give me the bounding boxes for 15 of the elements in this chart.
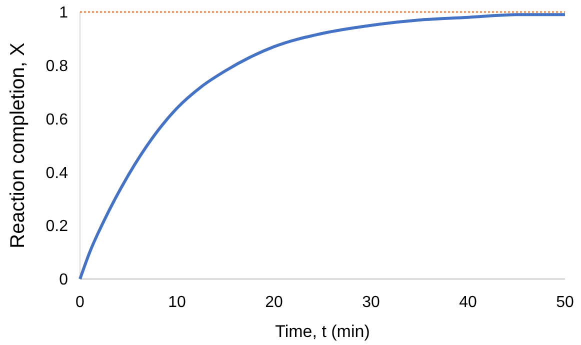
- line-series: [78, 13, 566, 280]
- y-tick-label: 0.6: [46, 111, 68, 128]
- x-tick-label: 20: [265, 294, 283, 311]
- y-axis-title: Reaction completion, X: [7, 42, 29, 248]
- x-tick-label: 40: [459, 294, 477, 311]
- y-tick-label: 0: [59, 272, 68, 289]
- x-tick-label: 10: [168, 294, 186, 311]
- x-tick-label: 30: [362, 294, 380, 311]
- x-tick-label: 0: [76, 294, 85, 311]
- y-tick-label: 0.2: [46, 218, 68, 236]
- y-tick-label: 1: [59, 4, 68, 22]
- y-tick-label: 0.8: [46, 58, 68, 75]
- x-axis-title: Time, t (min): [275, 322, 370, 341]
- y-tick-label: 0.4: [46, 164, 68, 182]
- x-tick-label: 50: [556, 294, 574, 311]
